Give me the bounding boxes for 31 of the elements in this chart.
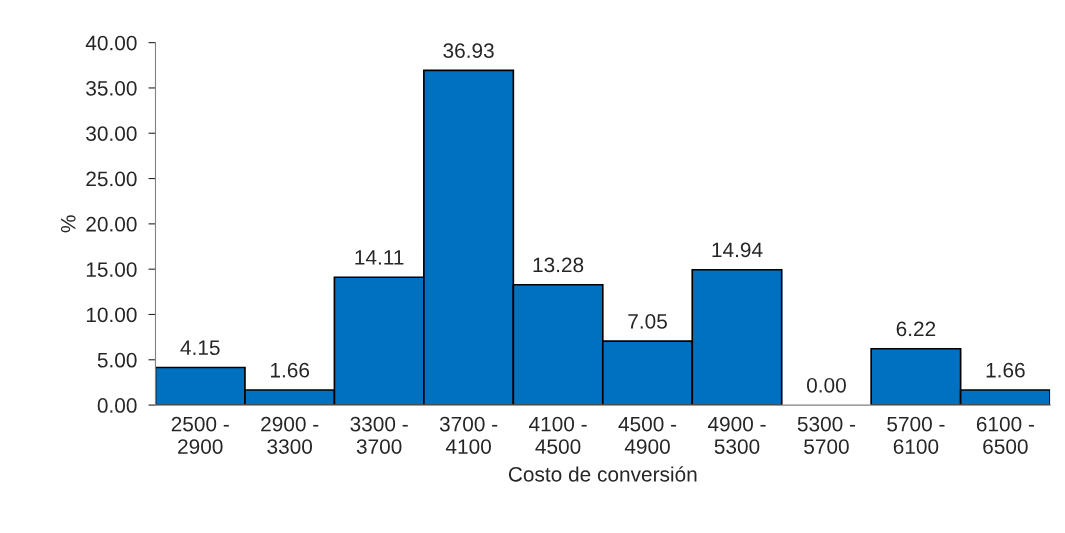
data-label: 1.66: [986, 362, 1025, 378]
data-label: 13.28: [533, 257, 584, 273]
x-tick-label: 4900 - 5300: [707, 416, 766, 454]
data-label: 1.66: [271, 362, 310, 378]
y-tick-label: 35.00: [86, 80, 137, 96]
x-axis-title: Costo de conversión: [508, 466, 697, 482]
x-tick-label: 5700 - 6100: [887, 416, 945, 454]
x-tick-label: 2900 - 3300: [261, 416, 319, 454]
x-tick-label: 5300 - 5700: [797, 416, 856, 454]
data-label: 7.05: [628, 314, 667, 329]
y-tick-label: 15.00: [86, 262, 137, 277]
y-tick-label: 20.00: [86, 216, 137, 232]
data-label: 36.93: [443, 43, 494, 59]
data-label: 6.22: [896, 321, 936, 337]
y-tick-label: 10.00: [86, 307, 137, 323]
x-tick-label: 4100 - 4500: [529, 416, 587, 454]
x-tick-label: 6100 - 6500: [976, 416, 1034, 454]
y-tick-label: 0.00: [97, 398, 137, 413]
data-label: 14.11: [355, 250, 404, 265]
x-tick-label: 3700 - 4100: [439, 416, 498, 454]
y-tick-label: 5.00: [97, 352, 137, 368]
y-tick-label: 40.00: [85, 35, 137, 51]
x-tick-label: 2500 - 2900: [171, 416, 229, 454]
y-tick-label: 30.00: [86, 126, 137, 141]
y-tick-label: 25.00: [86, 171, 137, 187]
y-axis-title: %: [60, 215, 76, 233]
data-label: 4.15: [180, 340, 220, 356]
x-tick-label: 3300 - 3700: [350, 416, 408, 454]
x-tick-label: 4500 - 4900: [618, 416, 677, 454]
data-label: 0.00: [806, 377, 846, 393]
data-label: 14.94: [712, 242, 763, 258]
